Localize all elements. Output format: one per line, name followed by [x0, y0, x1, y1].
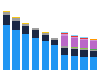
Bar — [80, 48, 88, 49]
Bar — [32, 38, 39, 70]
Bar — [71, 48, 78, 49]
Bar — [90, 49, 97, 50]
Bar — [80, 39, 88, 40]
Bar — [51, 40, 58, 45]
Bar — [90, 50, 97, 51]
Bar — [80, 40, 88, 48]
Bar — [51, 38, 58, 40]
Bar — [61, 34, 68, 36]
Bar — [12, 18, 20, 21]
Bar — [61, 55, 68, 70]
Bar — [90, 51, 97, 57]
Bar — [61, 32, 68, 33]
Bar — [80, 37, 88, 38]
Bar — [12, 21, 20, 30]
Bar — [71, 56, 78, 70]
Bar — [3, 12, 10, 15]
Bar — [80, 38, 88, 39]
Bar — [71, 36, 78, 37]
Bar — [61, 33, 68, 34]
Bar — [51, 45, 58, 70]
Bar — [12, 30, 20, 70]
Bar — [80, 57, 88, 70]
Bar — [90, 41, 97, 49]
Bar — [3, 25, 10, 70]
Bar — [42, 33, 49, 35]
Bar — [42, 32, 49, 33]
Bar — [22, 24, 29, 26]
Bar — [22, 26, 29, 34]
Bar — [32, 30, 39, 38]
Bar — [80, 49, 88, 50]
Bar — [42, 35, 49, 41]
Bar — [12, 17, 20, 18]
Bar — [71, 35, 78, 36]
Bar — [22, 23, 29, 24]
Bar — [42, 41, 49, 70]
Bar — [90, 40, 97, 41]
Bar — [3, 11, 10, 12]
Bar — [61, 47, 68, 48]
Bar — [71, 38, 78, 47]
Bar — [22, 34, 29, 70]
Bar — [71, 47, 78, 48]
Bar — [61, 36, 68, 46]
Bar — [3, 15, 10, 25]
Bar — [90, 39, 97, 40]
Bar — [90, 57, 97, 70]
Bar — [61, 48, 68, 55]
Bar — [61, 46, 68, 47]
Bar — [71, 37, 78, 38]
Bar — [32, 28, 39, 30]
Bar — [80, 50, 88, 57]
Bar — [71, 49, 78, 56]
